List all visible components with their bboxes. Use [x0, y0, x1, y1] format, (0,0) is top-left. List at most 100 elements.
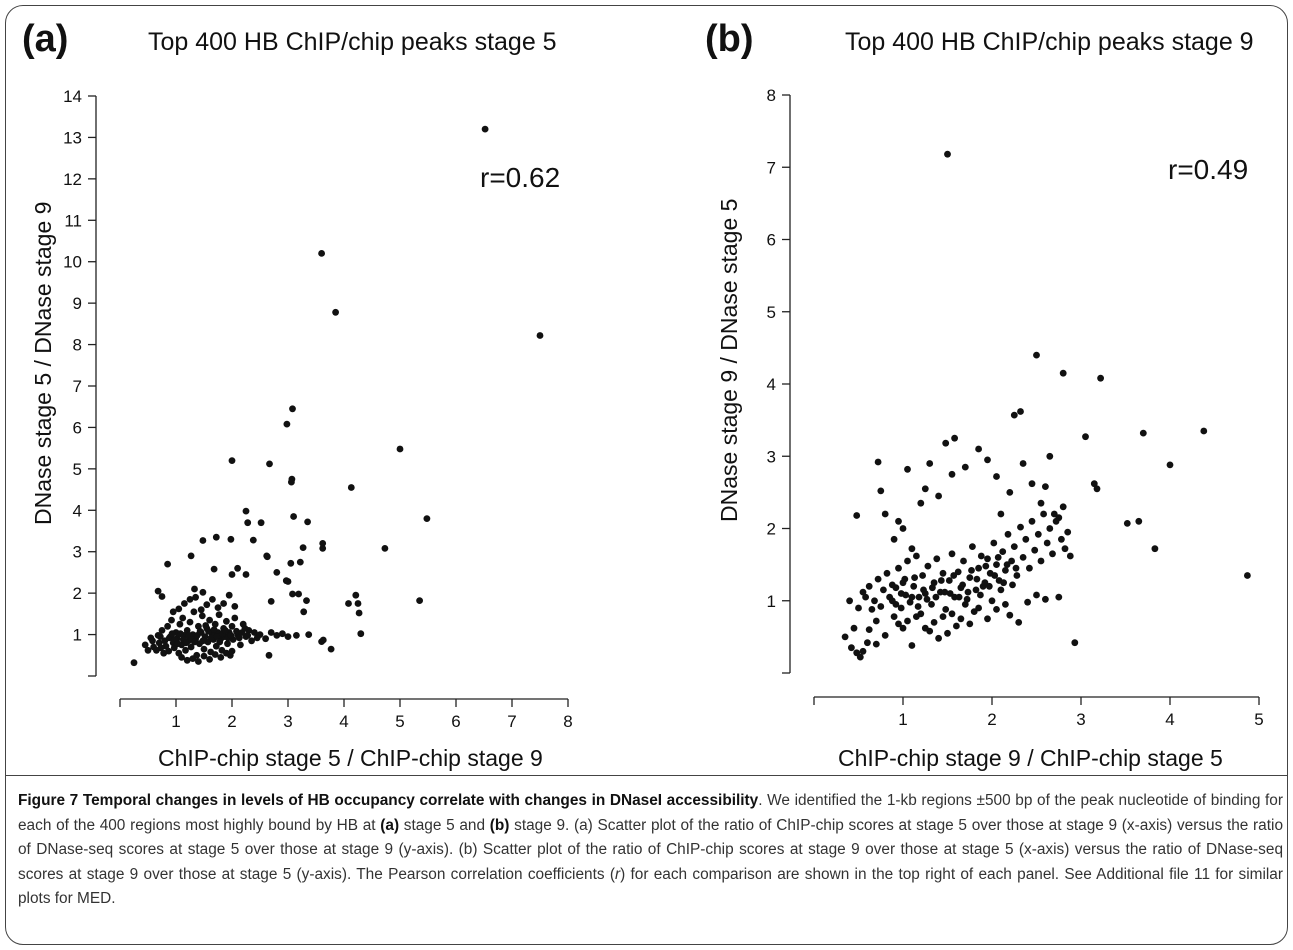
data-point — [190, 608, 198, 616]
data-point — [850, 624, 858, 632]
data-point — [191, 638, 198, 646]
data-point — [249, 536, 257, 544]
data-point — [287, 559, 295, 567]
data-point — [872, 640, 880, 648]
data-point — [217, 654, 225, 661]
data-point — [1244, 572, 1251, 579]
data-point — [846, 597, 853, 605]
data-point — [187, 552, 195, 560]
data-point — [977, 552, 985, 560]
data-point — [1022, 535, 1030, 543]
data-point — [959, 581, 966, 589]
y-tick-label: 7 — [767, 158, 776, 177]
data-point — [895, 620, 902, 628]
x-tick-label: 1 — [171, 712, 180, 731]
data-point — [176, 620, 184, 628]
y-tick-label: 14 — [63, 87, 82, 106]
data-point — [899, 525, 907, 532]
data-point — [300, 608, 308, 616]
data-point — [227, 632, 235, 639]
data-point — [199, 537, 207, 544]
data-point — [196, 627, 204, 635]
data-point — [234, 564, 242, 572]
data-point — [158, 627, 166, 634]
y-tick-label: 3 — [73, 543, 82, 562]
data-point — [1017, 408, 1024, 415]
data-point — [1037, 557, 1045, 565]
data-point — [1015, 619, 1023, 626]
data-point — [1034, 530, 1042, 538]
data-point — [993, 606, 1000, 613]
x-tick-label: 6 — [451, 712, 460, 731]
data-point — [1013, 572, 1021, 579]
caption-divider — [6, 775, 1287, 776]
data-point — [189, 655, 197, 662]
y-tick-label: 11 — [64, 211, 82, 230]
data-point — [868, 606, 876, 613]
data-point — [144, 646, 152, 654]
x-tick-label: 8 — [563, 712, 572, 731]
data-point — [168, 616, 175, 624]
data-point — [352, 591, 360, 599]
caption-text-2: stage 5 and — [399, 816, 490, 834]
data-point — [904, 465, 911, 473]
data-point — [946, 590, 954, 597]
data-point — [1052, 517, 1060, 525]
data-point — [872, 617, 880, 625]
data-point — [1200, 427, 1208, 435]
data-point — [210, 565, 218, 573]
data-point — [197, 606, 205, 614]
data-point — [899, 579, 907, 587]
data-point — [206, 616, 214, 624]
data-point — [347, 484, 355, 491]
data-point — [183, 656, 191, 664]
data-point — [241, 625, 249, 632]
data-point — [919, 572, 926, 579]
data-point — [157, 644, 165, 652]
data-point — [923, 595, 931, 603]
data-point — [168, 630, 176, 638]
data-point — [865, 626, 873, 633]
y-tick-label: 8 — [73, 336, 82, 355]
caption-text-3: stage 9. (a) Scatter plot of the ratio o… — [18, 816, 1283, 883]
data-point — [288, 478, 295, 486]
data-point — [248, 637, 256, 645]
caption-ref-b: (b) — [489, 816, 510, 834]
data-point — [1123, 520, 1131, 527]
data-point — [972, 586, 980, 594]
data-point — [1000, 579, 1007, 587]
data-point — [892, 584, 900, 592]
data-point — [215, 611, 223, 619]
data-point — [997, 510, 1005, 518]
data-point — [209, 596, 216, 603]
y-tick-label: 12 — [63, 170, 82, 189]
data-point — [977, 591, 984, 599]
data-point — [273, 569, 281, 576]
data-point — [186, 596, 194, 603]
y-tick-label: 9 — [73, 294, 82, 313]
data-point — [198, 612, 206, 620]
data-point — [203, 601, 211, 609]
data-point — [964, 588, 972, 596]
data-point — [1166, 461, 1174, 469]
y-tick-label: 13 — [63, 128, 82, 147]
data-point — [1037, 499, 1045, 507]
data-point — [957, 615, 965, 623]
data-point — [942, 606, 950, 613]
data-point — [332, 308, 339, 316]
data-point — [1024, 598, 1031, 606]
data-point — [267, 598, 275, 605]
data-point — [165, 647, 173, 655]
figure-caption: Figure 7 Temporal changes in levels of H… — [18, 789, 1283, 912]
x-tick-label: 3 — [1076, 710, 1085, 729]
panel-a-title: Top 400 HB ChIP/chip peaks stage 5 — [148, 28, 557, 56]
data-point — [1006, 611, 1014, 619]
data-point — [1002, 601, 1009, 608]
data-point — [926, 460, 934, 467]
data-point — [877, 603, 885, 610]
data-point — [890, 535, 898, 543]
data-point — [396, 445, 404, 453]
data-point — [991, 572, 999, 579]
data-point — [948, 470, 956, 478]
data-point — [883, 569, 891, 577]
